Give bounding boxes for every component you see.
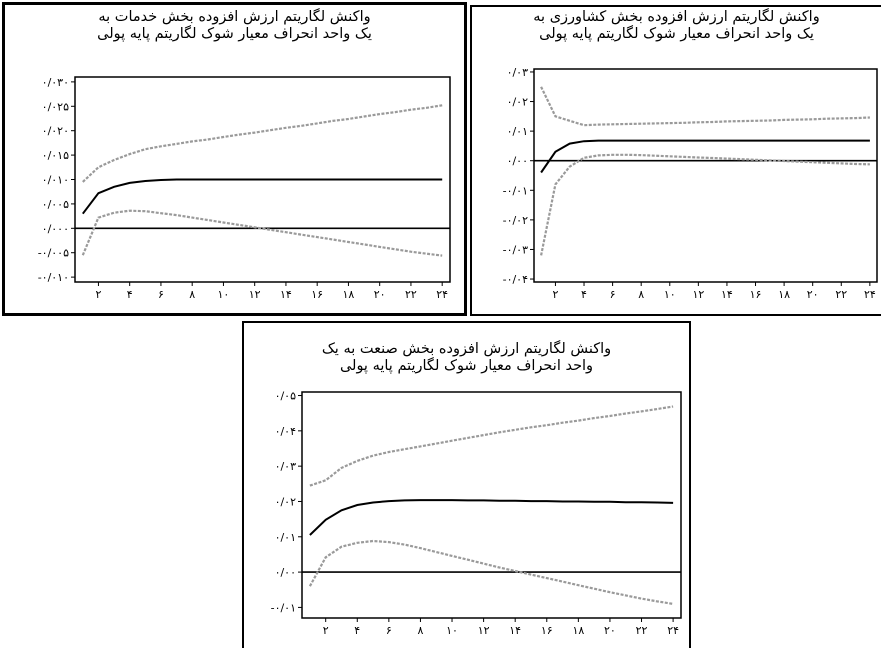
- y-tick-label: -۰/۰۴: [503, 273, 528, 286]
- y-tick-label: ۰/۰۲۵: [42, 100, 69, 113]
- y-tick-label: ۰/۰۱۵: [42, 149, 69, 162]
- x-tick-label: ۲۴: [436, 288, 448, 301]
- y-tick-label: ۰/۰۲: [275, 495, 297, 508]
- y-tick-label: ۰/۰۱: [507, 125, 528, 138]
- x-tick-label: ۱۸: [778, 288, 790, 301]
- y-tick-label: ۰/۰۱۰: [42, 174, 69, 187]
- x-tick-label: ۱۸: [343, 288, 355, 301]
- plot-area-frame: [533, 68, 878, 283]
- chart-title: واکنش لگاریتم ارزش افزوده بخش کشاورزی به…: [472, 9, 881, 43]
- x-tick-label: ۲: [95, 288, 101, 301]
- chart-title-line-1: واکنش لگاریتم ارزش افزوده بخش صنعت به یک: [321, 341, 612, 357]
- x-tick-label: ۶: [386, 624, 392, 637]
- chart-title-line-2: واحد انحراف معیار شوک لگاریتم پایه پولی: [339, 358, 594, 374]
- chart-title: واکنش لگاریتم ارزش افزوده بخش صنعت به یک…: [244, 341, 689, 375]
- x-tick-label: ۲۲: [636, 624, 648, 637]
- x-tick-label: ۸: [189, 288, 195, 301]
- y-tick-label: ۰/۰۴: [275, 425, 297, 438]
- x-tick-label: ۴: [127, 288, 133, 301]
- x-tick-label: ۱۲: [692, 288, 704, 301]
- chart-title-line-1: واکنش لگاریتم ارزش افزوده بخش خدمات به: [98, 9, 371, 25]
- x-tick-label: ۲۰: [604, 624, 616, 637]
- x-tick-label: ۱۴: [721, 288, 733, 301]
- chart-panel-industry: واکنش لگاریتم ارزش افزوده بخش صنعت به یک…: [242, 321, 691, 648]
- x-tick-label: ۲: [323, 624, 329, 637]
- series-line-upper: [82, 104, 443, 183]
- series-line-response: [82, 178, 443, 215]
- y-tick-label: ۰/۰۰۵: [42, 198, 69, 211]
- y-tick-label: -۰/۰۳: [503, 243, 528, 256]
- x-tick-label: ۱۴: [509, 624, 521, 637]
- y-tick-label: -۰/۰۱۰: [38, 271, 69, 284]
- series-line-response: [309, 499, 674, 536]
- x-tick-label: ۴: [581, 288, 587, 301]
- y-tick-label: -۰/۰۱: [271, 601, 296, 614]
- y-tick-label: -۰/۰۰۵: [38, 247, 69, 260]
- x-tick-label: ۱۴: [280, 288, 292, 301]
- x-tick-label: ۶: [158, 288, 164, 301]
- series-line-upper: [540, 86, 870, 127]
- y-tick-label: ۰/۰۳: [507, 66, 529, 79]
- x-tick-label: ۱۲: [478, 624, 490, 637]
- y-tick-label: ۰/۰۳: [275, 460, 297, 473]
- x-tick-label: ۱۰: [664, 288, 676, 301]
- x-tick-label: ۲۲: [835, 288, 847, 301]
- chart-title-line-1: واکنش لگاریتم ارزش افزوده بخش کشاورزی به: [533, 9, 820, 25]
- chart-panel-agriculture: واکنش لگاریتم ارزش افزوده بخش کشاورزی به…: [470, 5, 881, 316]
- y-tick-label: ۰/۰۳۰: [42, 76, 69, 89]
- x-tick-label: ۱۲: [249, 288, 261, 301]
- x-tick-label: ۲۰: [807, 288, 819, 301]
- series-line-lower: [308, 539, 674, 605]
- x-tick-label: ۱۶: [541, 624, 553, 637]
- series-line-upper: [309, 405, 674, 487]
- x-tick-label: ۸: [417, 624, 423, 637]
- chart-svg: -۰/۰۴-۰/۰۳-۰/۰۲-۰/۰۱۰/۰۰۰/۰۱۰/۰۲۰/۰۳۲ ۴ ۶ ۸…: [503, 66, 878, 301]
- y-tick-label: ۰/۰۰: [275, 566, 296, 579]
- x-tick-label: ۲۴: [864, 288, 876, 301]
- x-tick-label: ۱۶: [311, 288, 323, 301]
- chart-svg: -۰/۰۱۰/۰۰۰/۰۱۰/۰۲۰/۰۳۰/۰۴۰/۰۵۲ ۴ ۶ ۸ ۱۰ ۱۲ ۱۴ ۱…: [271, 390, 682, 637]
- y-tick-label: ۰/۰۱: [275, 531, 296, 544]
- x-tick-label: ۲: [552, 288, 558, 301]
- x-tick-label: ۸: [638, 288, 644, 301]
- y-tick-label: -۰/۰۱: [503, 184, 528, 197]
- x-tick-label: ۱۰: [446, 624, 458, 637]
- series-line-lower: [540, 153, 870, 256]
- chart-panel-services: واکنش لگاریتم ارزش افزوده بخش خدمات به ی…: [2, 2, 467, 316]
- y-tick-label: -۰/۰۲: [503, 214, 528, 227]
- y-tick-label: ۰/۰۰۰: [42, 222, 69, 235]
- chart-svg: -۰/۰۱۰ -۰/۰۰۵ ۰/۰۰۰ ۰/۰۰۵ ۰/۰۱۰ ۰/۰۱۵ ۰/۰۲۰ ۰/۰…: [38, 76, 451, 301]
- plot-area-frame: [301, 391, 682, 619]
- y-tick-label: ۰/۰۵: [275, 390, 297, 403]
- x-tick-label: ۱۰: [218, 288, 230, 301]
- series-line-response: [540, 139, 870, 174]
- x-tick-label: ۲۰: [374, 288, 386, 301]
- chart-title-line-2: یک واحد انحراف معیار شوک لگاریتم پایه پو…: [539, 26, 814, 42]
- chart-title-line-2: یک واحد انحراف معیار شوک لگاریتم پایه پو…: [97, 26, 372, 42]
- x-tick-label: ۶: [610, 288, 616, 301]
- x-tick-label: ۲۲: [405, 288, 417, 301]
- y-tick-label: ۰/۰۲: [507, 96, 529, 109]
- x-tick-label: ۱۶: [750, 288, 762, 301]
- x-tick-label: ۱۸: [572, 624, 584, 637]
- y-tick-label: ۰/۰۰: [507, 155, 528, 168]
- x-tick-label: ۲۴: [667, 624, 679, 637]
- x-tick-label: ۴: [354, 624, 360, 637]
- chart-title: واکنش لگاریتم ارزش افزوده بخش خدمات به ی…: [5, 9, 464, 43]
- series-line-lower: [81, 209, 443, 257]
- y-tick-label: ۰/۰۲۰: [42, 125, 69, 138]
